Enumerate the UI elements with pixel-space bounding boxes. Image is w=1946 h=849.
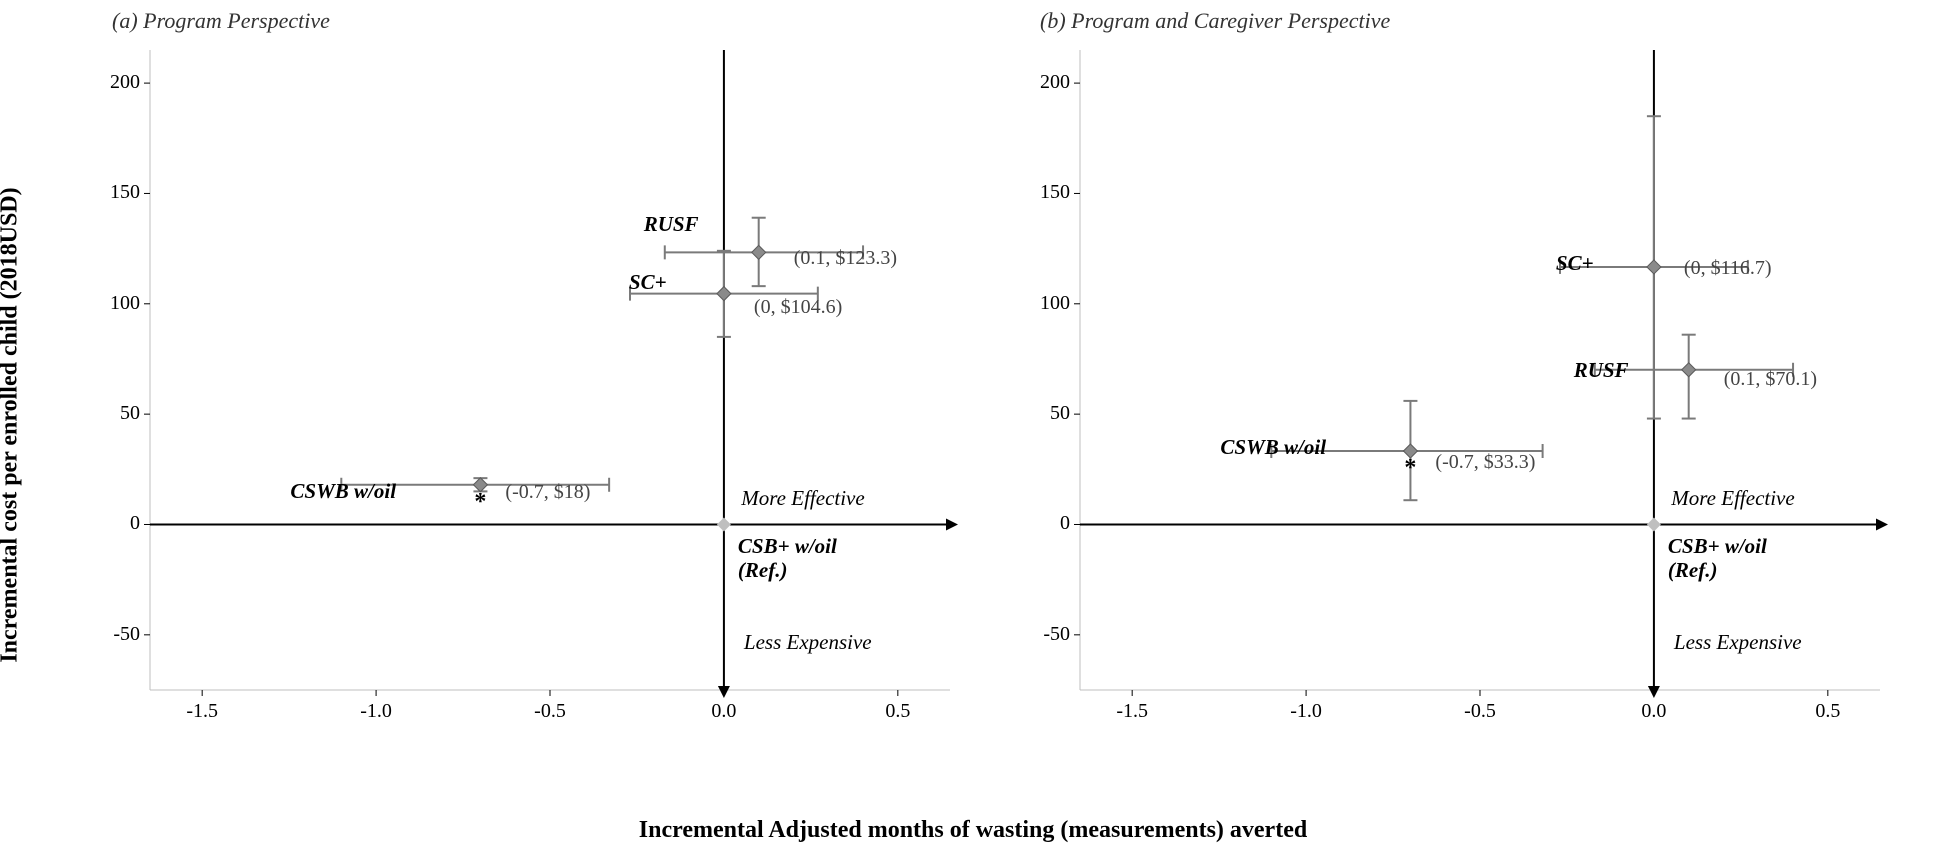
y-tick-label: 200 xyxy=(90,71,140,94)
ref-label: CSB+ w/oil xyxy=(738,534,837,559)
ref-sub-label: (Ref.) xyxy=(1668,558,1718,583)
x-tick-label: -1.0 xyxy=(1281,700,1331,723)
y-tick-label: 0 xyxy=(90,512,140,535)
y-tick-label: 0 xyxy=(1020,512,1070,535)
y-tick-label: 100 xyxy=(90,292,140,315)
x-tick-label: -1.0 xyxy=(351,700,401,723)
y-tick-label: 50 xyxy=(90,402,140,425)
x-tick-label: 0.5 xyxy=(1803,700,1853,723)
y-tick-label: -50 xyxy=(90,623,140,646)
series-label: RUSF xyxy=(1574,358,1629,383)
sig-star: * xyxy=(474,489,486,516)
x-tick-label: 0.5 xyxy=(873,700,923,723)
series-label: CSWB w/oil xyxy=(290,479,396,504)
y-tick-label: 50 xyxy=(1020,402,1070,425)
y-tick-label: 200 xyxy=(1020,71,1070,94)
coord-label: (-0.7, $33.3) xyxy=(1435,451,1535,474)
y-tick-label: -50 xyxy=(1020,623,1070,646)
series-label: SC+ xyxy=(1556,251,1594,276)
panel-b-title: (b) Program and Caregiver Perspective xyxy=(1040,8,1390,34)
x-tick-label: 0.0 xyxy=(699,700,749,723)
y-tick-label: 150 xyxy=(90,181,140,204)
plot-b: -50 0 50 100 150 200 -1.5 -1.0 -0.5 0.0 0.5 More Ef… xyxy=(1020,40,1890,740)
y-tick-label: 100 xyxy=(1020,292,1070,315)
more-effective-label: More Effective xyxy=(741,486,864,511)
sig-star: * xyxy=(1404,455,1416,482)
x-tick-label: -0.5 xyxy=(525,700,575,723)
plot-a: -50 0 50 100 150 200 -1.5 -1.0 -0.5 0.0 0.5 More Ef… xyxy=(90,40,960,740)
y-tick-label: 150 xyxy=(1020,181,1070,204)
y-axis-label: Incremental cost per enrolled child (201… xyxy=(0,187,24,662)
series-label: CSWB w/oil xyxy=(1220,435,1326,460)
x-tick-label: -1.5 xyxy=(1107,700,1157,723)
less-expensive-label: Less Expensive xyxy=(744,630,872,655)
x-tick-label: -1.5 xyxy=(177,700,227,723)
x-tick-label: 0.0 xyxy=(1629,700,1679,723)
coord-label: (0, $116.7) xyxy=(1684,257,1772,280)
x-axis-label: Incremental Adjusted months of wasting (… xyxy=(639,817,1307,844)
ref-sub-label: (Ref.) xyxy=(738,558,788,583)
x-tick-label: -0.5 xyxy=(1455,700,1505,723)
coord-label: (-0.7, $18) xyxy=(505,481,590,504)
coord-label: (0.1, $123.3) xyxy=(794,247,897,270)
panel-a-title: (a) Program Perspective xyxy=(112,8,330,34)
ref-label: CSB+ w/oil xyxy=(1668,534,1767,559)
coord-label: (0, $104.6) xyxy=(754,296,842,319)
series-label: SC+ xyxy=(629,270,667,295)
series-label: RUSF xyxy=(644,212,699,237)
coord-label: (0.1, $70.1) xyxy=(1724,368,1817,391)
less-expensive-label: Less Expensive xyxy=(1674,630,1802,655)
more-effective-label: More Effective xyxy=(1671,486,1794,511)
